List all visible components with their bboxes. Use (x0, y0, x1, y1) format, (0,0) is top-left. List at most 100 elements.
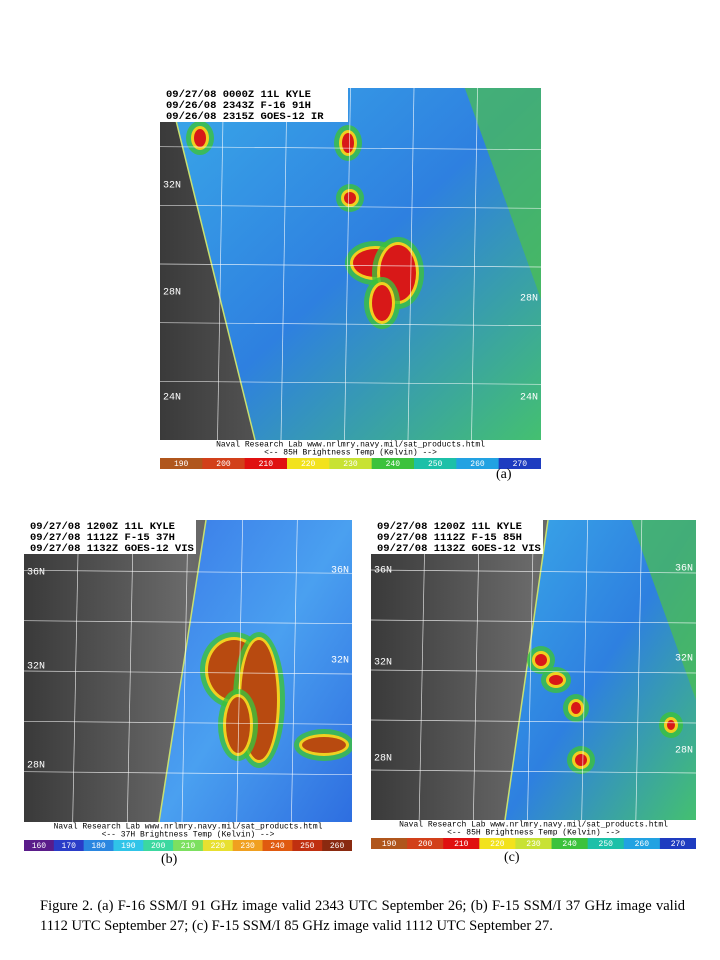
figure-caption: Figure 2. (a) F-16 SSM/I 91 GHz image va… (40, 898, 685, 934)
colorbar-tick-label: 240 (386, 460, 401, 469)
latitude-label: 24N (520, 393, 538, 404)
header-box (24, 520, 196, 554)
lon-line (280, 87, 288, 441)
lat-line (159, 322, 542, 327)
latitude-label: 32N (27, 662, 45, 673)
panel-label: (c) (504, 850, 520, 865)
footer-line: Naval Research Lab www.nrlmry.navy.mil/s… (54, 823, 323, 832)
latitude-label: 28N (163, 288, 181, 299)
latitude-label: 32N (163, 181, 181, 192)
colorbar-tick-label: 200 (418, 840, 433, 849)
header-line: 09/26/08 2343Z F-16 91H (166, 100, 311, 112)
microwave-swath (505, 520, 696, 820)
colorbar-segment (515, 838, 553, 849)
storm-core (302, 737, 346, 753)
colorbar-tick-label: 270 (513, 460, 528, 469)
latitude-label: 28N (520, 294, 538, 305)
colorbar-segment (160, 458, 203, 469)
satellite-image: 36N 32N 28N 36N 32N 28N 09/27/08 1200Z 11L KYL… (370, 519, 697, 849)
colorbar-tick-label: 270 (671, 840, 686, 849)
header-line: 09/27/08 1112Z F-15 37H (30, 532, 175, 544)
lat-line (370, 619, 697, 624)
lon-line (344, 87, 351, 441)
colorbar-segment (287, 458, 330, 469)
header-line: 09/27/08 1200Z 11L KYLE (30, 521, 175, 533)
header-box (160, 88, 348, 122)
lon-line (581, 519, 589, 821)
lat-line (159, 146, 542, 151)
latitude-label: 36N (331, 566, 349, 577)
colorbar-segment (371, 838, 408, 849)
colorbar-segment (659, 838, 697, 849)
storm-core (571, 702, 581, 714)
colorbar-tick-label: 250 (599, 840, 614, 849)
lat-line (370, 719, 697, 724)
colorbar-segment (202, 458, 246, 469)
latitude-label: 36N (27, 568, 45, 579)
swath-edge (158, 519, 207, 823)
colorbar-segment (173, 840, 204, 851)
lat-line (23, 670, 353, 675)
lon-line (181, 519, 189, 823)
colorbar-tick-label: 240 (562, 840, 577, 849)
storm-core (667, 720, 675, 730)
latitude-label: 36N (374, 566, 392, 577)
lon-line (527, 519, 534, 821)
storm-core (372, 285, 392, 321)
colorbar-tick-label: 190 (121, 842, 136, 851)
colorbar-tick-label: 260 (470, 460, 485, 469)
footer-box (160, 440, 541, 458)
lat-line (370, 769, 697, 774)
header-line: 09/27/08 1132Z GOES-12 VIS (377, 543, 541, 555)
lon-line (217, 87, 224, 441)
lat-line (159, 204, 542, 209)
colorbar-segment (329, 458, 373, 469)
swath-edge (504, 519, 549, 821)
lon-line (471, 87, 478, 441)
figure-panel: 32N 28N 24N 28N 24N 09/27/08 0000Z 11L KYLE 09… (159, 87, 542, 474)
lon-line (407, 87, 415, 441)
panel-label: (b) (161, 852, 178, 867)
colorbar-segment (623, 838, 661, 849)
lat-line (23, 771, 353, 776)
lat-line (370, 569, 697, 574)
storm-core (342, 133, 354, 153)
header-box (371, 520, 543, 554)
colorbar-segment (371, 458, 415, 469)
colorbar-tick-label: 180 (91, 842, 106, 851)
lat-line (23, 620, 353, 625)
colorbar-segment (414, 458, 457, 469)
colorbar-tick-label: 240 (270, 842, 285, 851)
latitude-label: 32N (675, 654, 693, 665)
lon-line (72, 519, 80, 823)
colorbar-tick-label: 190 (174, 460, 189, 469)
header-line: 09/27/08 1112Z F-15 85H (377, 532, 522, 544)
colorbar-tick-label: 230 (526, 840, 541, 849)
header-line: 09/27/08 1200Z 11L KYLE (377, 521, 522, 533)
lon-line (635, 519, 643, 821)
figure-panel: 36N 32N 28N 36N 32N 28N 09/27/08 1200Z 11L KYL… (370, 519, 697, 854)
lat-line (23, 569, 353, 574)
colorbar-segment (587, 838, 625, 849)
colorbar-segment (113, 840, 144, 851)
green-region (464, 88, 541, 300)
storm-core (194, 129, 206, 147)
panel-label: (a) (496, 467, 512, 482)
footer-box (24, 822, 352, 840)
lon-line (472, 519, 480, 821)
header-line: 09/27/08 0000Z 11L KYLE (166, 89, 311, 101)
colorbar-tick-label: 170 (62, 842, 77, 851)
storm-core (549, 675, 563, 685)
lon-line (418, 519, 426, 821)
colorbar-segment (244, 458, 288, 469)
colorbar-tick-label: 160 (32, 842, 47, 851)
lon-line (126, 519, 134, 823)
colorbar-tick-label: 220 (301, 460, 316, 469)
colorbar-segment (83, 840, 114, 851)
figure-panel: 36N 32N 28N 36N 32N 09/27/08 1200Z 11L KYLE 09… (23, 519, 354, 856)
latitude-label: 32N (331, 656, 349, 667)
colorbar-segment (202, 840, 234, 851)
latitude-label: 28N (374, 754, 392, 765)
